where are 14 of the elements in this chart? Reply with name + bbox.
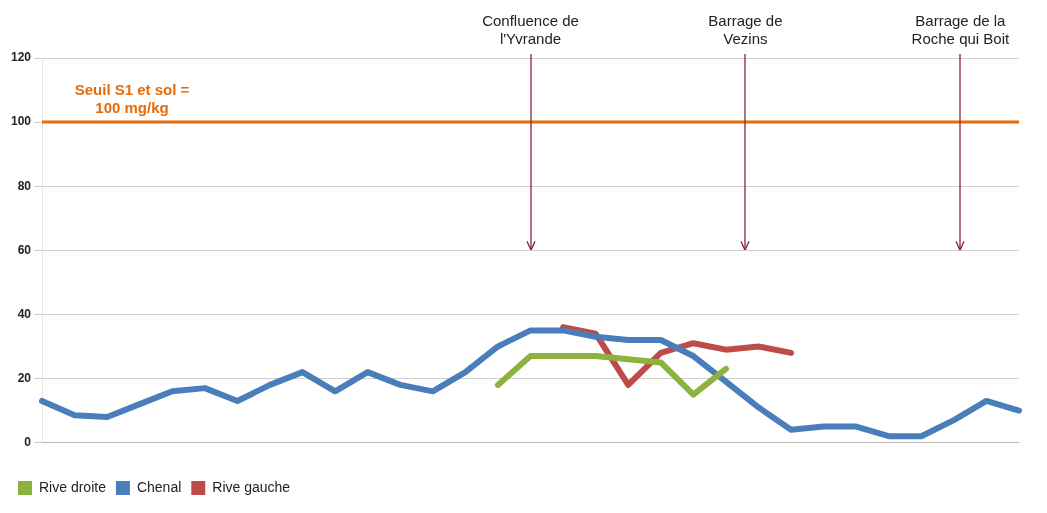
- y-tick-label: 80: [17, 178, 32, 193]
- y-tick-label: 100: [10, 114, 32, 129]
- y-tick-label: 60: [17, 242, 32, 257]
- legend-label: Rive droite: [39, 478, 107, 495]
- y-tick-label: 120: [10, 50, 32, 65]
- text: Confluence de l'Yvrande: [482, 11, 579, 47]
- y-tick-label: 20: [17, 370, 32, 385]
- legend-label: Rive gauche: [212, 478, 291, 495]
- y-tick-label: 0: [24, 434, 32, 449]
- legend-label: Chenal: [136, 478, 182, 495]
- text: Barrage de la Roche qui Boit: [911, 11, 1010, 47]
- text: Barrage de Vezins: [708, 11, 783, 47]
- ref-line-label: Seuil S1 et sol = 100 mg/kg: [74, 80, 190, 116]
- y-tick-label: 40: [17, 306, 32, 321]
